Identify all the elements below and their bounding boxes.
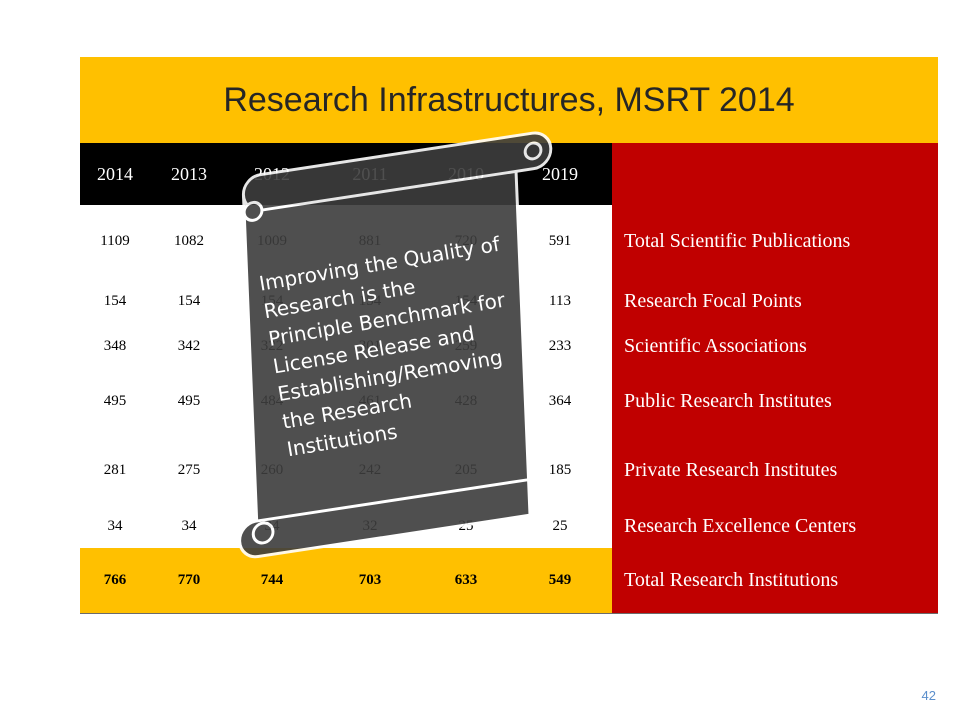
total-cell: 766: [80, 548, 150, 613]
year-header: 2014: [80, 143, 150, 205]
table-cell: 342: [150, 325, 228, 368]
table-cell: 1082: [150, 205, 228, 278]
row-label: Scientific Associations: [612, 325, 938, 368]
scroll-bottom-left-curl: [251, 521, 275, 545]
scroll-bottom-roll: [238, 478, 532, 559]
slide-title: Research Infrastructures, MSRT 2014: [223, 80, 795, 119]
table-cell: 591: [508, 205, 612, 278]
table-cell: 113: [508, 278, 612, 325]
table-cell: 281: [80, 435, 150, 505]
scroll-top-roll: [241, 131, 553, 212]
table-cell: 1109: [80, 205, 150, 278]
table-cell: 34: [80, 505, 150, 548]
table-cell: 154: [80, 278, 150, 325]
table-cell: 348: [80, 325, 150, 368]
scroll-top-right-curl: [523, 141, 543, 161]
total-cell: 703: [316, 548, 424, 613]
label-column-header: [612, 143, 938, 205]
callout-scroll: [238, 131, 553, 559]
total-cell: 549: [508, 548, 612, 613]
total-row-label: Total Research Institutions: [612, 548, 938, 613]
total-cell: 633: [424, 548, 508, 613]
table-cell: 34: [150, 505, 228, 548]
year-header: 2013: [150, 143, 228, 205]
row-label: Research Excellence Centers: [612, 505, 938, 548]
scroll-top-left-curl: [242, 200, 264, 222]
table-cell: 25: [508, 505, 612, 548]
table-cell: 154: [150, 278, 228, 325]
row-label: Private Research Institutes: [612, 435, 938, 505]
row-label: Research Focal Points: [612, 278, 938, 325]
table-cell: 495: [150, 368, 228, 435]
callout-text: Improving the Quality of Research is the…: [257, 230, 530, 464]
total-cell: 770: [150, 548, 228, 613]
total-cell: 744: [228, 548, 316, 613]
row-label: Public Research Institutes: [612, 368, 938, 435]
title-banner: Research Infrastructures, MSRT 2014: [80, 57, 938, 143]
page-number: 42: [921, 688, 936, 703]
table-cell: 495: [80, 368, 150, 435]
table-cell: 275: [150, 435, 228, 505]
table-cell: 233: [508, 325, 612, 368]
row-label: Total Scientific Publications: [612, 205, 938, 278]
